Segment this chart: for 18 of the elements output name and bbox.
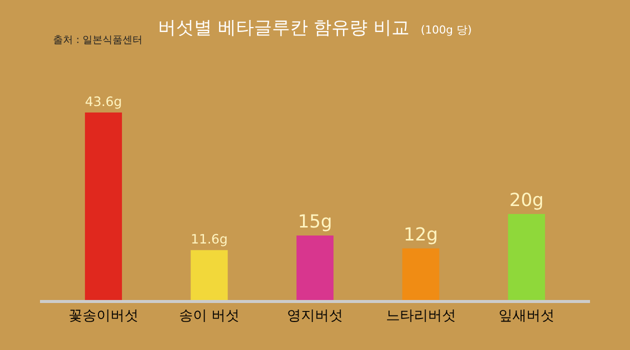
bar [508,214,546,300]
bar [84,112,122,300]
x-tick-label: 잎새버섯 [498,308,555,324]
chart-subtitle: (100g 당) [420,24,472,37]
data-label: 11.6g [190,232,228,248]
x-tick-label: 느타리버섯 [386,308,456,324]
x-tick-label: 꽃송이버섯 [68,308,138,324]
bar [190,250,228,300]
data-label: 20g [509,190,544,211]
data-label: 15g [298,211,332,232]
x-tick-label: 송이 버섯 [179,308,240,324]
data-label: 12g [404,224,438,246]
bar [402,248,440,300]
x-tick-label: 영지버섯 [287,308,343,324]
source-note: 출처 : 일본식품센터 [53,35,143,46]
bar [296,235,334,300]
data-label: 43.6g [84,94,122,110]
chart-title: 버섯별 베타글루칸 함유량 비교 [158,18,410,39]
